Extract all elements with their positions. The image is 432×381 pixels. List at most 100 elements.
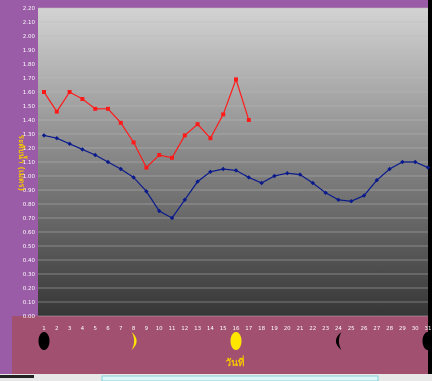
data-point (221, 112, 226, 117)
y-tick-label: 1.10 (23, 160, 36, 166)
new-moon-icon (422, 332, 432, 350)
data-point (54, 109, 59, 114)
x-tick-label: 31 (425, 326, 432, 332)
data-point (297, 172, 303, 177)
x-tick-label: 8 (132, 326, 136, 332)
x-tick-label: 20 (284, 326, 291, 332)
data-point (272, 173, 277, 179)
y-tick-label: 0.70 (23, 216, 36, 222)
grid-lines (38, 7, 428, 317)
x-tick-label: 19 (271, 326, 278, 332)
x-tick-label: 27 (373, 326, 380, 332)
data-point (80, 147, 85, 152)
data-point (246, 118, 251, 122)
y-tick-label: 0.40 (23, 258, 36, 264)
data-point (131, 175, 136, 180)
data-point (195, 122, 200, 127)
data-point (67, 90, 72, 94)
data-point (170, 155, 174, 160)
data-point (361, 193, 367, 198)
y-tick-label: 1.30 (23, 132, 36, 138)
x-axis-ticks: 1 2 3 4 5 6 7 8 9 10 11 12 13 14 15 16 17 18 19 20 21 22 23 24 2… (42, 326, 431, 332)
data-point (144, 165, 149, 170)
x-tick-label: 21 (297, 326, 304, 332)
x-tick-label: 25 (348, 326, 355, 332)
data-point (105, 159, 111, 165)
data-point (157, 153, 162, 157)
data-point (425, 165, 431, 170)
data-point (42, 90, 46, 94)
x-tick-label: 6 (106, 326, 110, 332)
x-tick-label: 1 (42, 326, 46, 332)
x-tick-label: 5 (93, 326, 97, 332)
y-tick-label: 1.20 (23, 146, 36, 152)
y-tick-label: 0.80 (23, 202, 36, 208)
bottom-bar-box (101, 375, 379, 381)
data-point (336, 197, 341, 202)
full-moon-icon (230, 332, 242, 350)
data-point (208, 136, 213, 141)
data-point (118, 166, 123, 172)
y-tick-label: 2.20 (23, 6, 36, 12)
x-tick-label: 17 (245, 326, 252, 332)
y-tick-label: 2.00 (23, 34, 36, 40)
data-point (234, 77, 238, 82)
data-point (144, 189, 149, 194)
x-tick-label: 18 (258, 326, 265, 332)
data-point (323, 190, 328, 195)
data-point (208, 169, 213, 174)
data-point (169, 215, 175, 221)
data-point (106, 106, 110, 111)
series-layer (41, 77, 431, 221)
x-tick-label: 15 (220, 326, 227, 332)
data-point (349, 199, 354, 204)
x-tick-label: 12 (181, 326, 188, 332)
x-tick-label: 22 (309, 326, 316, 332)
data-point (118, 120, 123, 125)
data-point (93, 152, 98, 158)
data-point (67, 141, 72, 146)
data-point (413, 159, 418, 165)
data-point (54, 136, 59, 141)
new-moon-icon (38, 332, 50, 350)
y-tick-label: 1.60 (23, 90, 36, 96)
first-quarter-moon-icon (131, 332, 137, 350)
data-point (387, 166, 392, 172)
last-quarter-moon-icon (335, 332, 342, 350)
x-tick-label: 9 (145, 326, 149, 332)
data-point (182, 197, 187, 202)
data-point (233, 168, 239, 173)
data-point (157, 208, 162, 214)
data-point (93, 106, 98, 111)
x-tick-label: 16 (233, 326, 240, 332)
x-axis-label: วันที่ (225, 355, 244, 369)
x-tick-label: 23 (322, 326, 329, 332)
x-tick-label: 11 (169, 326, 176, 332)
data-point (310, 180, 315, 186)
data-point (259, 180, 264, 186)
x-tick-label: 4 (81, 326, 85, 332)
data-point (195, 179, 200, 184)
x-tick-label: 28 (386, 326, 393, 332)
x-tick-label: 24 (335, 326, 342, 332)
x-tick-label: 14 (207, 326, 214, 332)
x-tick-label: 26 (361, 326, 368, 332)
x-tick-label: 7 (119, 326, 123, 332)
x-tick-label: 2 (55, 326, 59, 332)
y-tick-label: 1.50 (23, 104, 36, 110)
bottom-panel (12, 316, 432, 374)
data-point (246, 175, 251, 180)
y-tick-label: 1.00 (23, 174, 36, 180)
x-tick-label: 3 (68, 326, 72, 332)
data-point (182, 133, 187, 138)
y-tick-label: 0.90 (23, 188, 36, 194)
data-point (80, 97, 85, 101)
y-axis-label: ระดับน้ำ (เมตร) (17, 135, 28, 191)
y-tick-label: 0.20 (23, 286, 36, 292)
y-tick-label: 0.60 (23, 230, 36, 236)
y-tick-label: 1.70 (23, 76, 36, 82)
y-tick-label: 0.30 (23, 272, 36, 278)
bottom-left-mark (0, 375, 34, 378)
y-tick-label: 0.00 (23, 314, 36, 320)
